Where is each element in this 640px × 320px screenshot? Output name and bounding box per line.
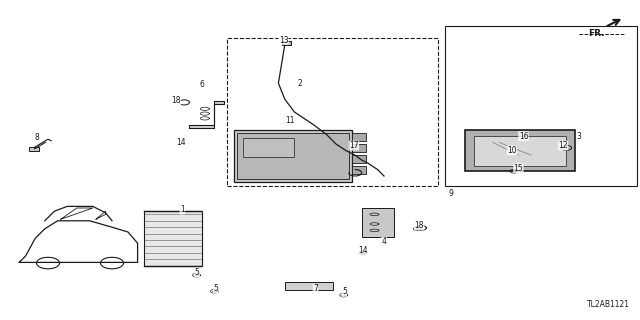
Text: 5: 5	[342, 287, 347, 296]
Bar	[362, 208, 394, 237]
Text: 8: 8	[34, 133, 39, 142]
Text: 18: 18	[172, 96, 180, 105]
Text: 5: 5	[195, 268, 200, 277]
Bar	[445, 26, 637, 186]
Bar	[234, 130, 352, 182]
Text: 18: 18	[415, 221, 424, 230]
Text: 11: 11	[285, 116, 294, 124]
Bar	[243, 138, 294, 157]
Bar	[352, 133, 366, 141]
Text: FR.: FR.	[588, 29, 605, 38]
Text: 14: 14	[358, 246, 368, 255]
Text: 3: 3	[577, 132, 582, 140]
Text: 2: 2	[297, 79, 302, 88]
Text: 12: 12	[559, 141, 568, 150]
Text: TL2AB1121: TL2AB1121	[588, 300, 630, 309]
Text: 7: 7	[313, 284, 318, 293]
Bar	[29, 147, 39, 151]
FancyBboxPatch shape	[144, 211, 202, 266]
Text: 13: 13	[278, 36, 289, 44]
Text: 5: 5	[213, 284, 218, 293]
Text: 1: 1	[180, 205, 185, 214]
Text: 6: 6	[199, 80, 204, 89]
Bar	[352, 144, 366, 152]
Bar	[285, 282, 333, 290]
Text: 17: 17	[349, 141, 359, 150]
Bar	[282, 41, 291, 45]
Text: 15: 15	[513, 164, 524, 172]
Polygon shape	[189, 101, 224, 128]
Text: 14: 14	[176, 138, 186, 147]
Text: 16: 16	[518, 132, 529, 140]
Text: 10: 10	[507, 146, 517, 155]
FancyBboxPatch shape	[465, 130, 575, 171]
Bar	[474, 136, 566, 166]
Bar	[237, 133, 349, 179]
Bar	[352, 155, 366, 163]
Bar	[352, 166, 366, 174]
Bar	[227, 38, 438, 186]
Text: 9: 9	[449, 189, 454, 198]
Text: 4: 4	[381, 237, 387, 246]
